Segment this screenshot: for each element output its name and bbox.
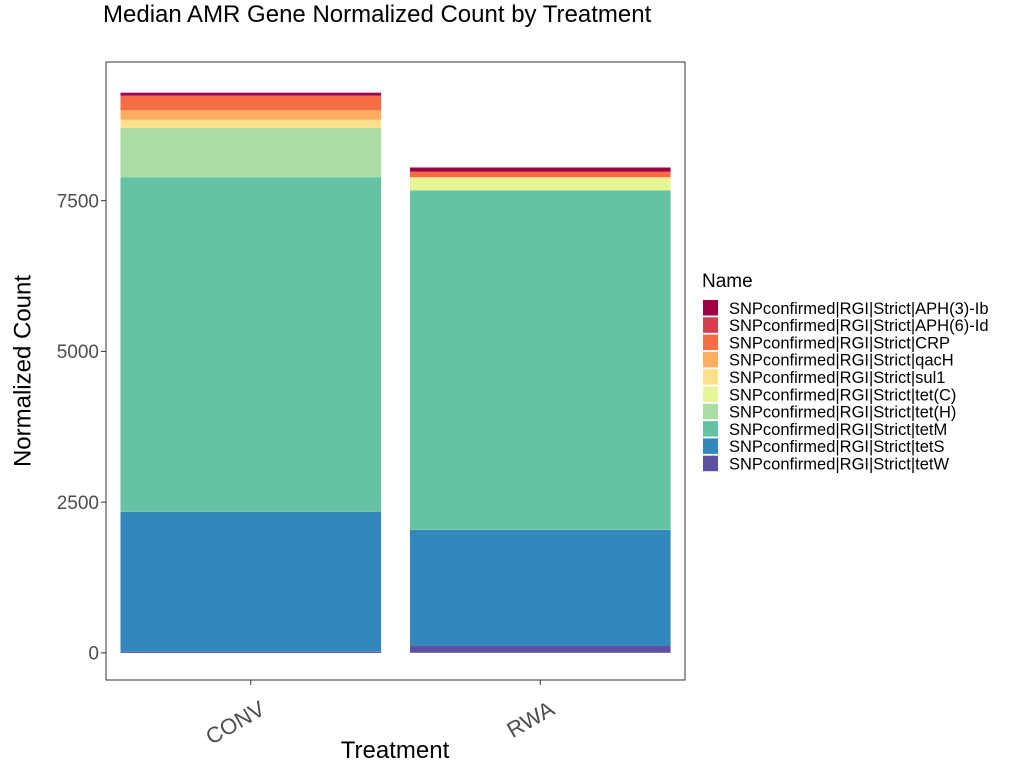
legend-swatch	[703, 403, 718, 420]
legend-title: Name	[702, 271, 753, 292]
legend: Name SNPconfirmed|RGI|Strict|APH(3)-IbSN…	[702, 271, 989, 473]
legend-label: SNPconfirmed|RGI|Strict|tet(H)	[729, 404, 956, 422]
legend-swatch	[703, 369, 718, 385]
legend-label: SNPconfirmed|RGI|Strict|sul1	[729, 369, 945, 387]
legend-label: SNPconfirmed|RGI|Strict|tetS	[729, 438, 945, 456]
legend-label: SNPconfirmed|RGI|Strict|APH(6)-Id	[729, 317, 989, 335]
legend-label: SNPconfirmed|RGI|Strict|APH(3)-Ib	[729, 300, 989, 318]
legend-swatch	[703, 351, 718, 368]
chart-title: Median AMR Gene Normalized Count by Trea…	[103, 1, 652, 28]
legend-label: SNPconfirmed|RGI|Strict|tetW	[729, 455, 949, 473]
bar-segment-conv-3	[120, 127, 382, 178]
bar-segment-conv-6	[120, 110, 382, 120]
legend-swatch	[703, 455, 718, 472]
legend-label: SNPconfirmed|RGI|Strict|tet(C)	[729, 386, 956, 404]
bar-segment-rwa-0	[410, 645, 671, 653]
bar-segment-conv-9	[120, 92, 382, 96]
x-axis-title: Treatment	[341, 737, 450, 764]
legend-label: SNPconfirmed|RGI|Strict|tetM	[729, 421, 947, 439]
bar-segment-rwa-2	[410, 190, 671, 530]
bar-segment-conv-2	[120, 177, 382, 512]
legend-label: SNPconfirmed|RGI|Strict|CRP	[729, 334, 950, 352]
legend-label: SNPconfirmed|RGI|Strict|qacH	[729, 352, 954, 370]
bar-segment-rwa-4	[410, 179, 671, 191]
legend-swatch	[703, 421, 718, 437]
y-tick-label: 7500	[57, 191, 99, 212]
legend-swatch	[703, 438, 718, 454]
legend-swatch	[703, 334, 718, 351]
bar-segment-rwa-9	[410, 167, 671, 172]
bar-segment-conv-7	[120, 95, 382, 111]
x-tick-label: CONV	[201, 696, 269, 750]
y-tick-label: 2500	[57, 493, 99, 514]
x-tick-label: RWA	[503, 696, 559, 743]
legend-swatch	[703, 300, 718, 316]
bar-segment-rwa-5	[410, 177, 671, 179]
bar-segment-conv-1	[120, 511, 382, 652]
legend-swatch	[703, 317, 718, 333]
bars-group	[120, 92, 671, 653]
legend-swatch	[703, 386, 718, 402]
bar-segment-rwa-1	[410, 529, 671, 646]
y-axis-title: Normalized Count	[9, 275, 36, 467]
y-axis: 0 2500 5000 7500	[57, 191, 106, 665]
bar-segment-conv-0	[120, 651, 382, 653]
y-tick-label: 0	[88, 644, 99, 665]
bar-segment-rwa-7	[410, 171, 671, 178]
y-tick-label: 5000	[57, 342, 99, 363]
bar-segment-conv-5	[120, 119, 382, 128]
